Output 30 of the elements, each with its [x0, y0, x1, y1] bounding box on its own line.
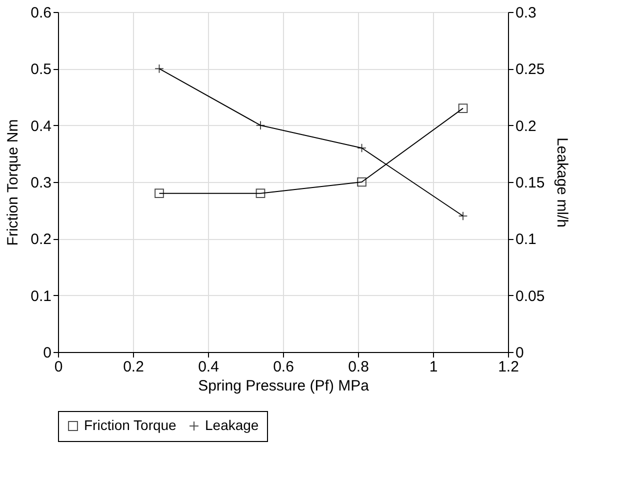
y2-tick-label: 0.05 [516, 288, 545, 305]
y-tick-label: 0.5 [30, 61, 52, 78]
y2-tick-label: 0.3 [516, 4, 536, 22]
x-tick-label: 0.2 [123, 358, 144, 376]
y2-tick-label: 0.2 [516, 118, 536, 135]
y2-tick-label: 0.15 [516, 174, 545, 192]
x-tick-label: 0.8 [348, 358, 369, 376]
y-tick-label: 0.2 [30, 231, 52, 248]
y-tick-label: 0.3 [30, 174, 52, 192]
y2-tick-label: 0 [516, 344, 524, 362]
x-tick-label: 1.2 [498, 358, 519, 376]
point [357, 177, 366, 187]
y2-axis-title: Leakage ml/h [554, 137, 571, 228]
y-tick-label: 0.1 [30, 288, 52, 305]
y-tick-label: 0.6 [30, 4, 52, 22]
legend-label: Leakage [205, 417, 259, 433]
y-tick-label: 0.4 [30, 118, 52, 135]
x-tick-label: 1 [429, 358, 438, 376]
x-tick-label: 0.4 [198, 358, 219, 376]
y2-tick-label: 0.1 [516, 231, 536, 248]
point [154, 188, 164, 198]
point [256, 188, 266, 198]
y-axis-title: Friction Torque Nm [4, 119, 22, 246]
y-tick-label: 0 [43, 344, 52, 362]
x-axis-title: Spring Pressure (Pf) MPa [198, 378, 370, 394]
x-tick-label: 0.6 [273, 358, 294, 376]
y2-tick-label: 0.25 [516, 61, 545, 78]
legend-label: Friction Torque [84, 417, 177, 433]
x-tick-label: 0 [54, 358, 63, 376]
point [458, 104, 468, 114]
